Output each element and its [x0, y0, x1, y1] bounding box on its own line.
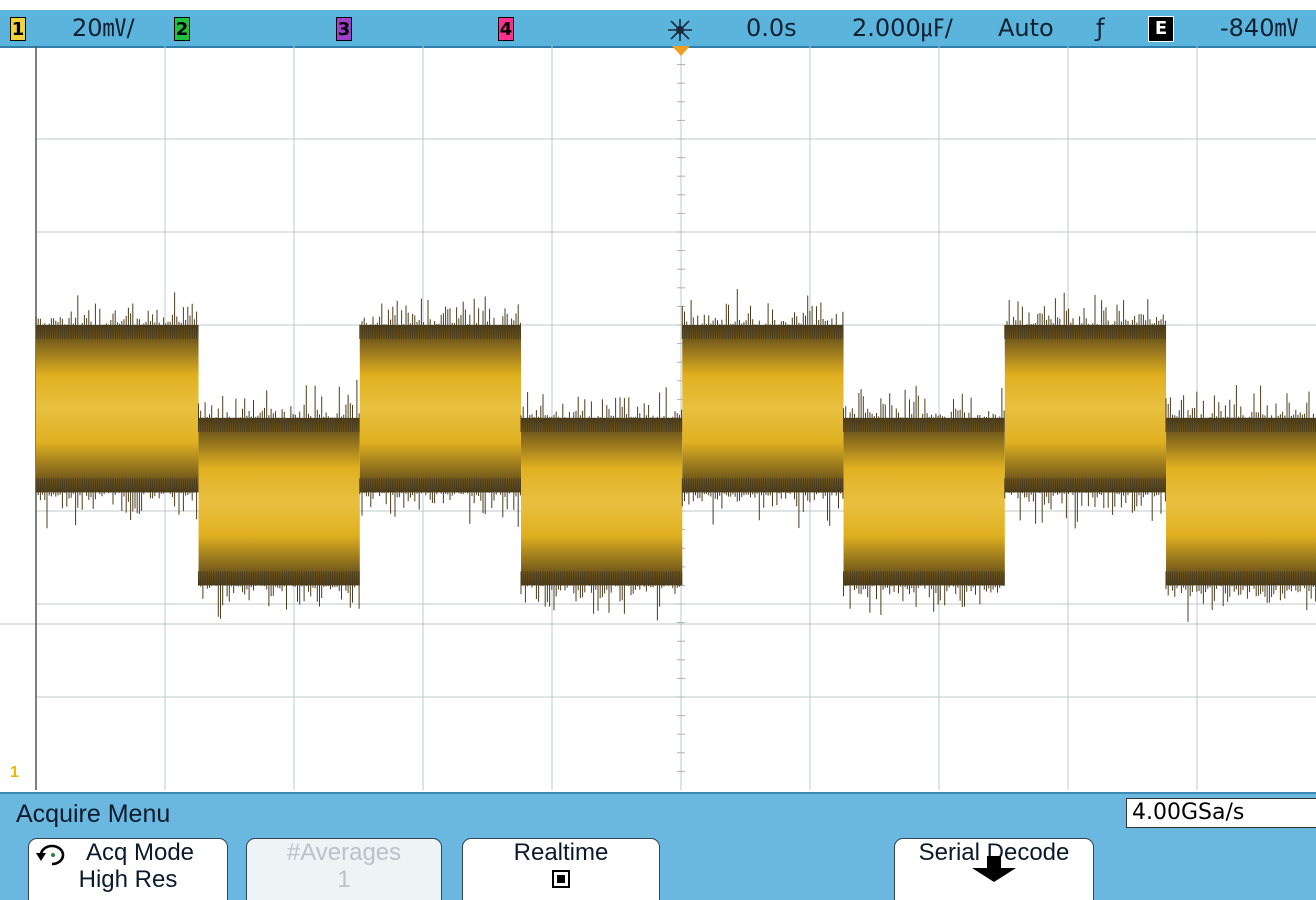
- time-scale[interactable]: 2.000㎌/: [852, 14, 953, 42]
- waveform-high-segment: [682, 325, 844, 493]
- trigger-mode[interactable]: Auto: [998, 14, 1054, 42]
- channel-2-indicator[interactable]: 2: [174, 17, 190, 41]
- waveform-noise: [1165, 385, 1316, 622]
- averages-label: #Averages: [286, 839, 402, 866]
- refresh-icon: [36, 844, 65, 866]
- status-bar: 1 20㎷/ 2 3 4 0.0s 2.000㎌/ Auto ƒ E -840㎷: [0, 10, 1316, 48]
- averages-value: 1: [337, 866, 351, 893]
- down-arrow-icon: [972, 856, 1016, 882]
- acq-mode-label: Acq Mode: [85, 839, 195, 866]
- channel-1-ground-marker[interactable]: 1: [10, 764, 19, 781]
- channel-1-scale[interactable]: 20㎷/: [72, 14, 135, 42]
- channel-1-indicator[interactable]: 1: [10, 17, 26, 41]
- waveform-low-segment: [843, 418, 1005, 586]
- averages-softkey[interactable]: #Averages 1: [246, 838, 442, 900]
- checkbox-checked-icon[interactable]: [552, 870, 570, 888]
- waveform-noise: [1004, 292, 1166, 529]
- softkey-menu: Acquire Menu 4.00GSa/s Acq Mode High Res…: [0, 792, 1316, 900]
- waveform-display: [0, 46, 1316, 790]
- trigger-source-indicator[interactable]: E: [1148, 16, 1174, 42]
- waveform-high-segment: [36, 325, 199, 493]
- channel-3-indicator[interactable]: 3: [336, 17, 352, 41]
- realtime-label: Realtime: [513, 839, 609, 866]
- waveform-noise: [198, 379, 360, 619]
- channel-1-waveform: [35, 289, 1316, 622]
- channel-4-indicator[interactable]: 4: [498, 17, 514, 41]
- waveform-noise: [35, 292, 198, 529]
- acquisition-status-icon: [668, 19, 692, 41]
- time-delay[interactable]: 0.0s: [746, 14, 797, 42]
- waveform-noise: [520, 387, 683, 621]
- waveform-noise: [359, 296, 521, 527]
- waveform-low-segment: [521, 418, 683, 586]
- realtime-softkey[interactable]: Realtime: [462, 838, 660, 900]
- acq-mode-softkey[interactable]: Acq Mode High Res: [28, 838, 228, 900]
- menu-title: Acquire Menu: [16, 800, 171, 828]
- waveform-noise: [843, 385, 1005, 615]
- waveform-low-segment: [1166, 418, 1316, 586]
- waveform-noise: [681, 289, 844, 529]
- sample-rate-readout: 4.00GSa/s: [1126, 798, 1316, 828]
- trigger-slope-icon[interactable]: ƒ: [1096, 14, 1105, 42]
- serial-decode-softkey[interactable]: Serial Decode: [894, 838, 1094, 900]
- trigger-position-marker[interactable]: [672, 46, 690, 56]
- acq-mode-value: High Res: [78, 866, 178, 893]
- waveform-high-segment: [1004, 325, 1167, 493]
- waveform-high-segment: [359, 325, 522, 493]
- waveform-low-segment: [198, 418, 360, 586]
- trigger-level[interactable]: -840㎷: [1220, 14, 1299, 42]
